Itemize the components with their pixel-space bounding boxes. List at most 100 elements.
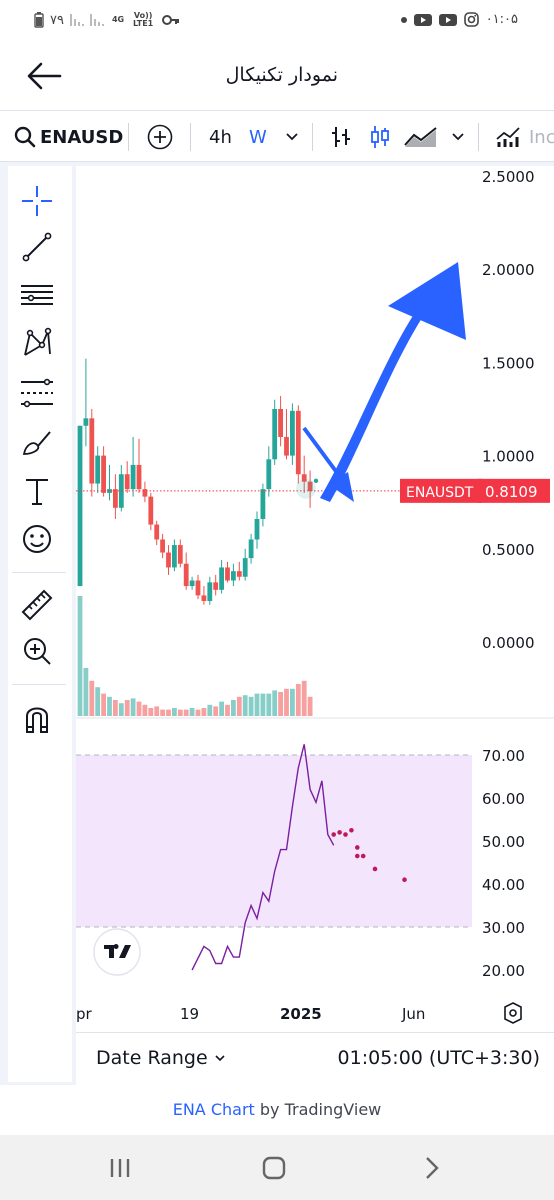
page-title: نمودار تکنیکال [225, 64, 338, 86]
candle-style-button[interactable] [369, 111, 391, 161]
home-icon[interactable] [259, 1153, 289, 1183]
tradingview-logo[interactable] [93, 928, 141, 976]
credit-brand-link[interactable]: ENA Chart [172, 1100, 255, 1119]
volume-bar [107, 696, 112, 716]
credit-by-text: by TradingView [254, 1100, 382, 1119]
date-range-button[interactable]: Date Range [96, 1047, 226, 1069]
signal-icon [69, 14, 104, 26]
candle-body [225, 567, 230, 581]
ruler-tool[interactable] [18, 586, 56, 624]
volume-bar [77, 596, 83, 716]
last-price-value: 0.8109 [485, 483, 538, 501]
chevron-down-icon [452, 133, 464, 141]
volume-bar [113, 700, 118, 716]
recent-apps-icon[interactable] [105, 1153, 135, 1183]
volume-bar [148, 708, 154, 716]
rsi-projection-dot [355, 845, 360, 850]
bar-style-button[interactable] [330, 111, 352, 161]
area-style-button[interactable] [404, 111, 438, 161]
instagram-icon [463, 12, 479, 27]
symbol-search-button[interactable]: ENAUSD [14, 111, 123, 161]
indicators-button[interactable]: Inc [495, 111, 554, 161]
candle-body [207, 582, 213, 601]
gear-icon [504, 1002, 522, 1024]
indicators-icon [496, 127, 520, 147]
chart-panel[interactable]: ENAUSDT 0.8109 2.5000 2.0000 1.5000 1.0000 0.… [76, 166, 554, 1032]
symbol-label-box [400, 478, 482, 503]
drawn-arrow-up-body [320, 314, 422, 502]
volume-bar [201, 708, 207, 716]
arrow-left-icon[interactable] [26, 60, 62, 92]
crosshair-tool[interactable] [18, 182, 56, 220]
chevron-down-icon [286, 133, 298, 141]
volume-bar [254, 693, 260, 716]
timezone-clock[interactable]: 01:05:00 (UTC+3:30) [337, 1047, 540, 1069]
toolbar-divider [12, 572, 66, 573]
compare-symbol-button[interactable] [147, 111, 173, 161]
smiley-icon [23, 525, 51, 553]
rsi-projection-dot [343, 832, 348, 837]
volume-bar [219, 701, 224, 716]
interval-w[interactable]: W [249, 126, 267, 148]
candle-body [290, 410, 295, 456]
time-tick-label: 19 [180, 1005, 199, 1023]
candle-body [154, 524, 160, 540]
volume-bar [272, 690, 278, 716]
drawing-toolbar [8, 166, 72, 1082]
horizontal-lines-tool[interactable] [18, 276, 56, 314]
zoom-in-tool[interactable] [18, 632, 56, 670]
volume-bar [154, 706, 160, 716]
magnet-tool[interactable] [18, 700, 56, 738]
candle-body [177, 545, 183, 564]
candle-body [107, 489, 112, 493]
candle-body [266, 459, 272, 490]
volte-label: Vo)) LTE1 [132, 11, 154, 28]
text-tool[interactable] [18, 472, 56, 510]
volume-bar [101, 693, 106, 716]
horizontal-lines-icon [21, 285, 53, 305]
volume-bar [142, 704, 148, 716]
zoom-in-icon [24, 638, 51, 665]
volume-bar [242, 695, 248, 716]
candle-body [113, 489, 118, 508]
interval-4h[interactable]: 4h [209, 126, 232, 148]
area-chart-icon [404, 127, 437, 147]
battery-level: ۷۹ [50, 12, 64, 28]
candle-body [284, 436, 289, 456]
crosshair-icon [22, 186, 52, 216]
rsi-projection-dot [349, 827, 354, 833]
candle-body [278, 409, 283, 437]
interval-dropdown[interactable] [285, 111, 299, 161]
volume-bar [124, 700, 130, 716]
rsi-tick-label: 30.00 [482, 919, 525, 937]
fib-tool[interactable] [18, 374, 56, 412]
volume-bar [118, 703, 124, 716]
pattern-tool[interactable] [18, 324, 56, 362]
emoji-tool[interactable] [18, 520, 56, 558]
date-range-label: Date Range [96, 1047, 208, 1069]
candle-body [183, 563, 189, 587]
back-nav-icon[interactable] [416, 1153, 446, 1183]
price-tick-label: 0.0000 [482, 634, 535, 652]
volume-bar [166, 709, 171, 716]
brush-tool[interactable] [18, 424, 56, 462]
candle-body [160, 539, 165, 553]
candle-body [172, 545, 177, 568]
chart-canvas[interactable]: ENAUSDT 0.8109 2.5000 2.0000 1.5000 1.0000 0.… [76, 166, 554, 1032]
youtube-icon [438, 13, 457, 26]
volume-bar [95, 687, 101, 716]
candle-body [242, 558, 248, 577]
chart-type-dropdown[interactable] [451, 111, 465, 161]
candles-icon [371, 126, 389, 148]
battery-icon [34, 12, 44, 28]
rsi-projection-dot [360, 853, 366, 859]
candle-body [142, 489, 148, 497]
system-nav-bar [0, 1135, 554, 1200]
toolbar-divider [190, 123, 191, 151]
youtube-icon [413, 13, 432, 26]
trend-line-tool[interactable] [18, 228, 56, 266]
chart-settings-button[interactable] [504, 1002, 522, 1024]
candle-body [295, 410, 301, 475]
price-tick-label: 1.5000 [482, 354, 535, 372]
gear-icon-center [509, 1009, 517, 1017]
